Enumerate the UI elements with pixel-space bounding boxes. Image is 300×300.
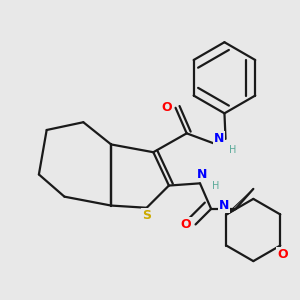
Text: H: H: [212, 181, 219, 190]
Text: H: H: [229, 145, 236, 155]
Text: O: O: [180, 218, 191, 231]
Text: O: O: [277, 248, 288, 261]
Text: N: N: [214, 132, 224, 146]
Text: N: N: [197, 168, 207, 181]
Text: N: N: [219, 199, 230, 212]
Text: S: S: [142, 209, 151, 222]
Text: O: O: [161, 101, 172, 114]
